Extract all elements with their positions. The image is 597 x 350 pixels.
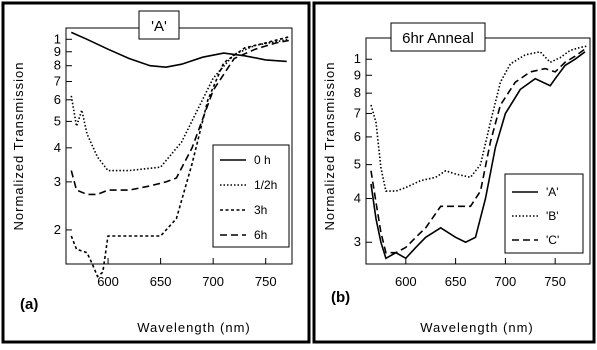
y-tick-label: 6 (54, 92, 61, 107)
y-tick-label: 5 (54, 113, 61, 128)
legend-label: 'B' (546, 209, 559, 223)
y-tick-label: 3 (54, 174, 61, 189)
panel-a-title-box (138, 10, 180, 40)
panel-a-lines (70, 31, 290, 278)
x-tick-label: 700 (495, 274, 517, 289)
panel-a-ylabel: Normalized Transmission (11, 62, 26, 231)
y-tick-label: 9 (54, 44, 61, 59)
y-tick-label: 8 (54, 58, 61, 73)
y-tick-label: 6 (354, 129, 361, 144)
y-tick-label: 7 (354, 105, 361, 120)
panel-b-ticks: 600 650 700 750 3 4 5 6 7 8 91 (354, 51, 566, 289)
series-line (70, 39, 289, 196)
legend-label: 6h (254, 228, 267, 242)
y-tick-label: 1 (354, 51, 361, 66)
panel-b-title: 6hr Anneal (402, 30, 474, 47)
x-tick-label: 750 (255, 274, 277, 289)
y-tick-label: 2 (54, 222, 61, 237)
y-tick-label: 9 (354, 67, 361, 82)
panel-b-xlabel: Wavelength (nm) (420, 320, 534, 335)
legend-label: 3h (254, 203, 267, 217)
panel-b-label: (b) (331, 289, 350, 306)
y-tick-label: 1 (54, 31, 61, 46)
x-tick-label: 650 (150, 274, 172, 289)
legend-label: 'A' (546, 185, 559, 199)
y-tick-label: 7 (54, 74, 61, 89)
y-tick-label: 4 (54, 140, 61, 155)
panel-a-xlabel: Wavelength (nm) (137, 320, 251, 335)
legend-label: 0 h (254, 153, 271, 167)
panel-a-legend-box (212, 144, 290, 248)
y-tick-label: 4 (354, 191, 361, 206)
panel-b-lines (370, 45, 588, 260)
legend-label: 'C' (546, 233, 559, 247)
panel-b: 600 650 700 750 3 4 5 6 7 8 91 6hr Anneal 'A' 'B' 'C… (312, 1, 596, 344)
legend-label: 1/2h (254, 178, 277, 192)
x-tick-label: 600 (97, 274, 119, 289)
panel-a-frame (1, 1, 311, 344)
x-tick-label: 600 (395, 274, 417, 289)
y-tick-label: 5 (354, 157, 361, 172)
x-tick-label: 650 (445, 274, 467, 289)
panel-a-title: 'A' (151, 18, 167, 35)
series-line (70, 36, 290, 278)
series-line (70, 31, 287, 69)
series-line (370, 51, 586, 260)
panel-b-title-box (390, 22, 486, 52)
y-tick-label: 3 (354, 234, 361, 249)
panel-b-legend-box (504, 173, 584, 254)
x-tick-label: 750 (544, 274, 566, 289)
panel-a-label: (a) (20, 296, 38, 313)
panel-b-frame (312, 1, 596, 344)
x-tick-label: 700 (202, 274, 224, 289)
panel-a-legend: 0 h 1/2h 3h 6h (220, 153, 277, 242)
panel-b-ylabel: Normalized Transmission (322, 62, 337, 231)
panel-b-legend: 'A' 'B' 'C' (512, 185, 559, 247)
series-line (370, 48, 586, 254)
series-line (370, 45, 588, 192)
y-tick-label: 8 (354, 85, 361, 100)
